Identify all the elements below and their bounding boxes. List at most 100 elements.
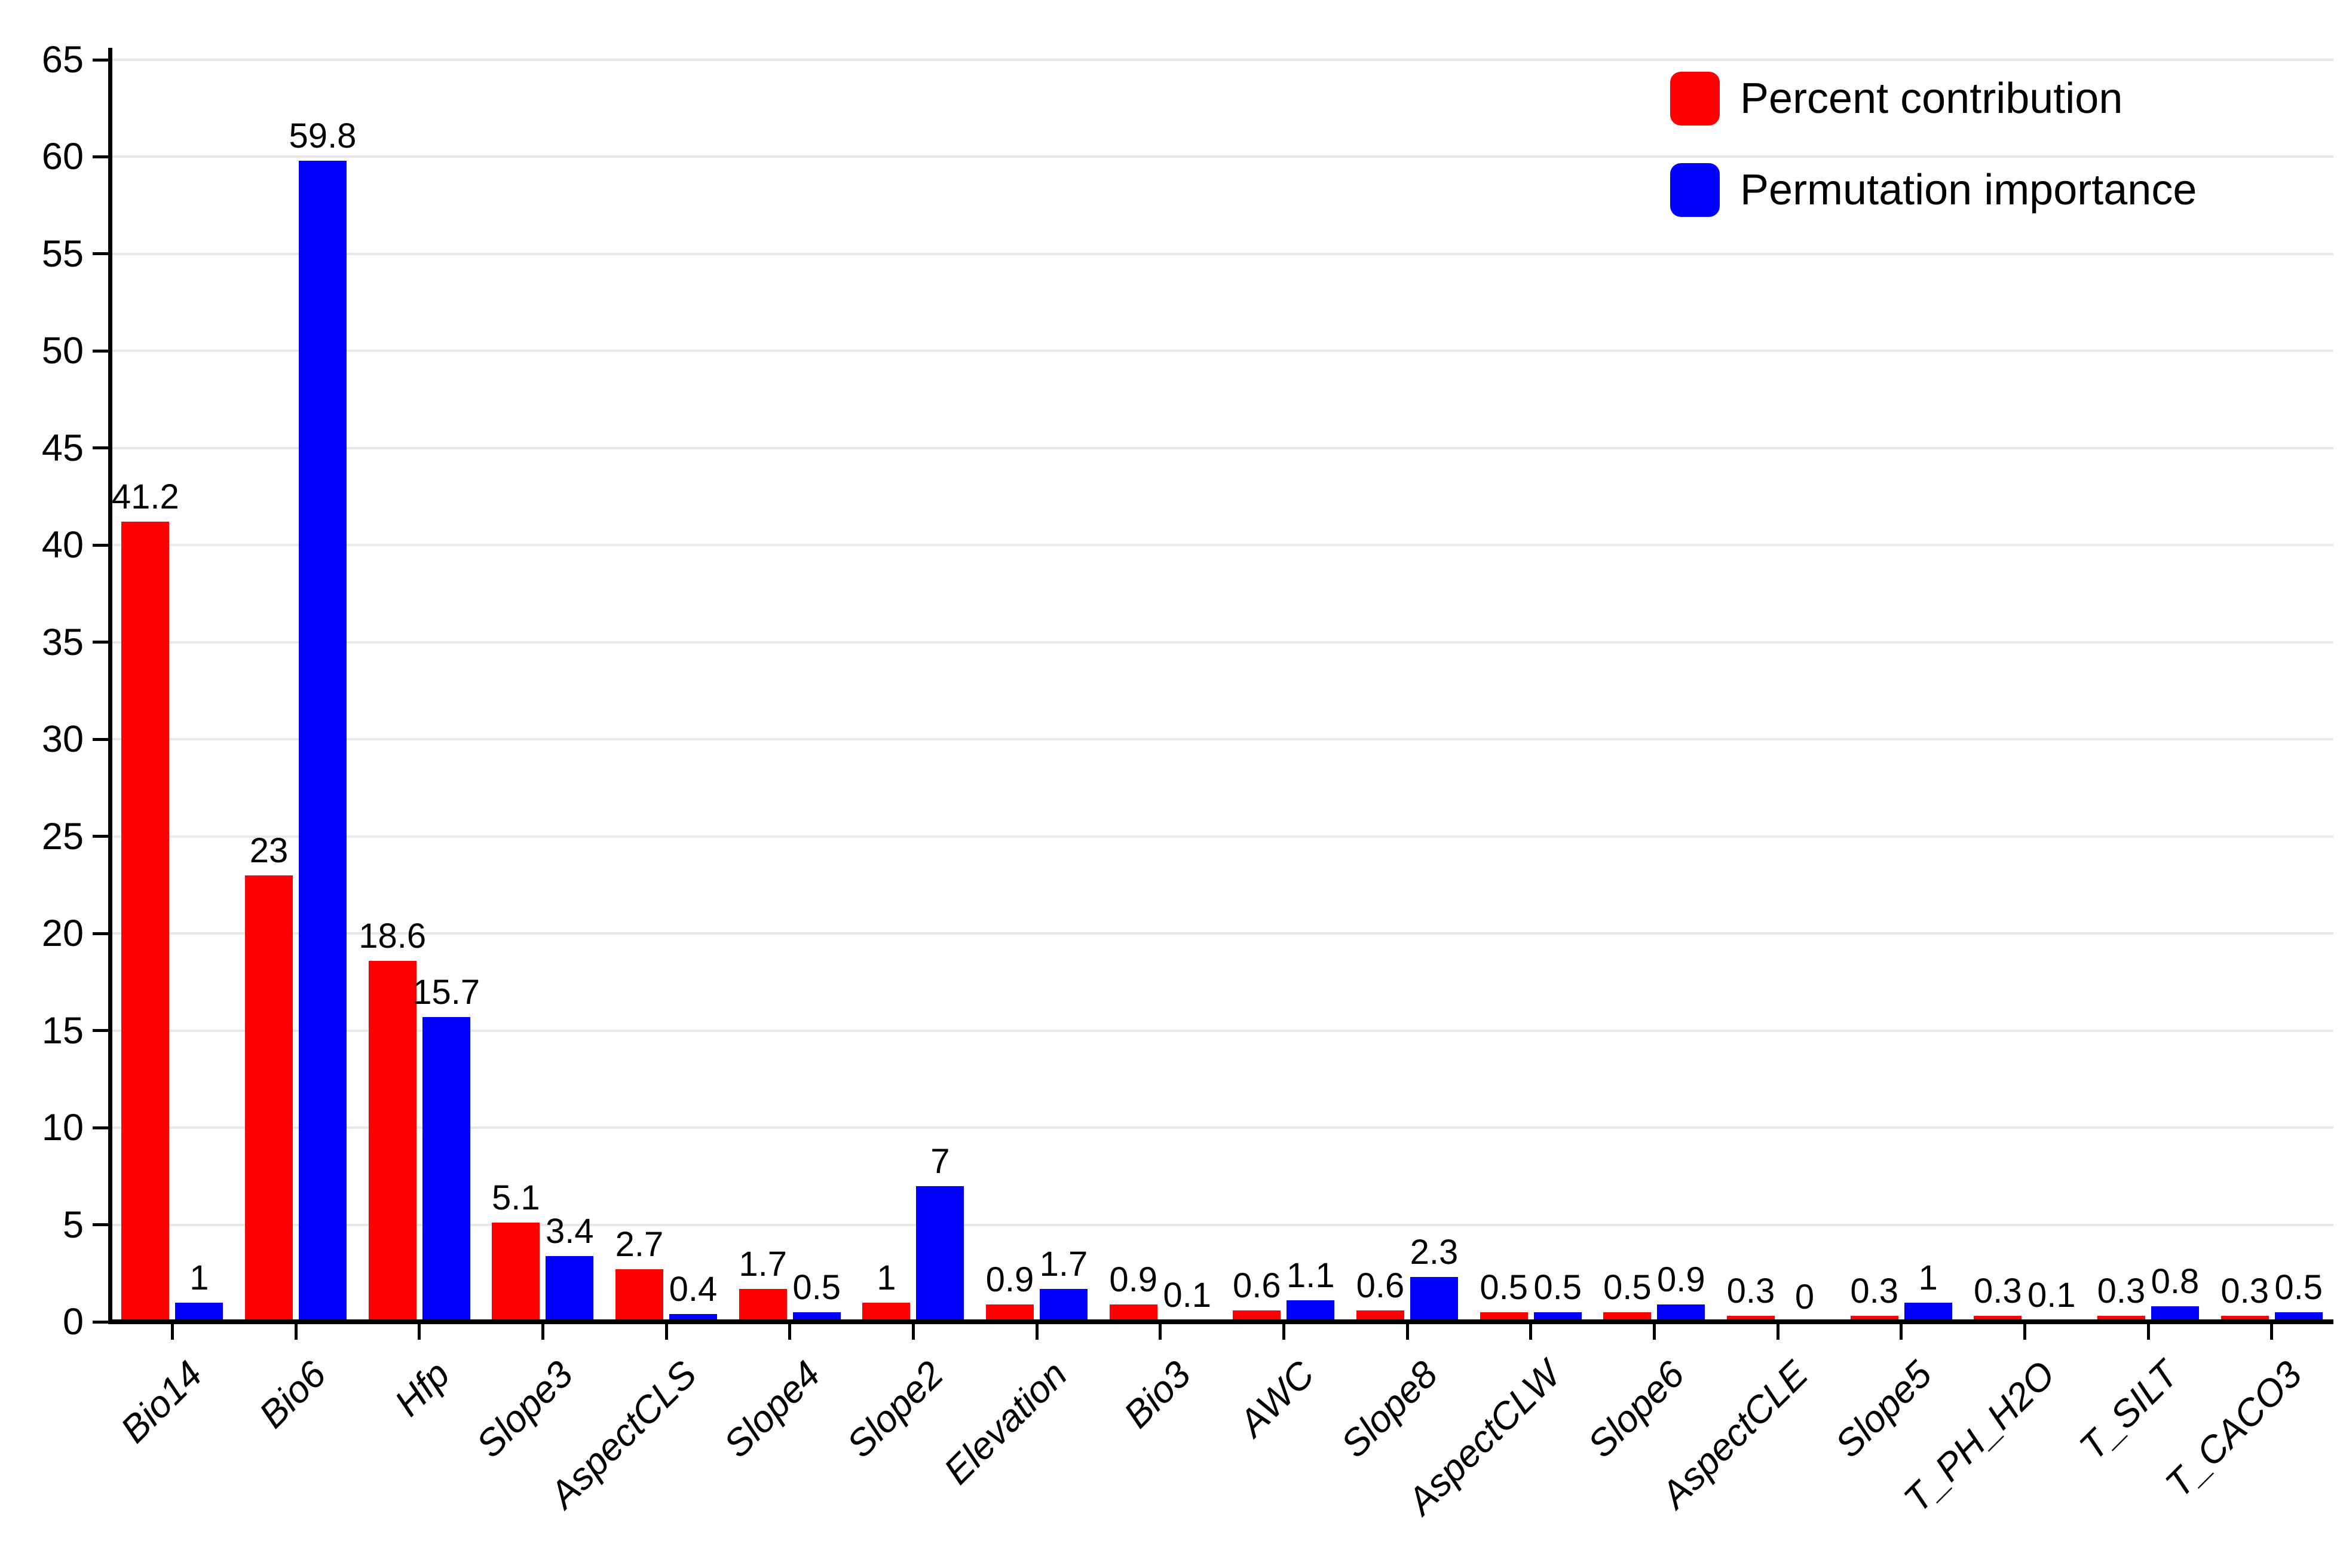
gridline-y-10: [111, 1126, 2333, 1129]
y-tick-40: [93, 543, 109, 547]
bar-percent-contribution-T_PH_H2O: [1974, 1316, 2022, 1322]
bar-permutation-importance-Slope6: [1657, 1304, 1705, 1322]
bar-value-label-permutation-importance-Slope6: 0.9: [1657, 1260, 1705, 1299]
gridline-y-40: [111, 544, 2333, 547]
y-tick-label-0: 0: [62, 1301, 84, 1343]
y-tick-label-25: 25: [41, 815, 84, 858]
y-tick-20: [93, 932, 109, 935]
y-tick-label-5: 5: [62, 1203, 84, 1246]
legend-label-permutation-importance: Permutation importance: [1740, 166, 2197, 214]
bar-percent-contribution-Bio3: [1109, 1304, 1157, 1322]
bar-value-label-permutation-importance-Bio14: 1: [189, 1258, 209, 1297]
y-tick-label-35: 35: [41, 621, 84, 663]
gridline-y-30: [111, 738, 2333, 741]
y-tick-35: [93, 641, 109, 644]
bar-value-label-percent-contribution-AspectCLE: 0.3: [1726, 1272, 1775, 1311]
x-tick-Hfp: [418, 1324, 421, 1340]
bar-value-label-permutation-importance-Slope3: 3.4: [546, 1211, 594, 1251]
x-tick-Elevation: [1035, 1324, 1039, 1340]
bar-percent-contribution-Elevation: [986, 1304, 1034, 1322]
x-category-label-Bio3: Bio3: [1116, 1353, 1199, 1437]
y-tick-label-55: 55: [41, 232, 84, 275]
gridline-y-25: [111, 835, 2333, 838]
bar-value-label-permutation-importance-Hfp: 15.7: [412, 972, 480, 1012]
x-tick-Slope2: [911, 1324, 915, 1340]
x-tick-Bio14: [170, 1324, 174, 1340]
bar-percent-contribution-T_SILT: [2097, 1316, 2145, 1322]
gridline-y-35: [111, 641, 2333, 644]
bar-permutation-importance-Slope8: [1410, 1277, 1458, 1322]
bar-permutation-importance-Slope2: [916, 1186, 964, 1322]
bar-value-label-percent-contribution-T_CACO3: 0.3: [2220, 1272, 2269, 1311]
bar-percent-contribution-Bio6: [245, 875, 293, 1322]
gridline-y-20: [111, 932, 2333, 935]
x-tick-Slope6: [1652, 1324, 1656, 1340]
y-tick-label-20: 20: [41, 912, 84, 955]
x-category-label-Slope6: Slope6: [1580, 1353, 1693, 1466]
bar-value-label-percent-contribution-T_SILT: 0.3: [2097, 1272, 2146, 1311]
x-category-label-Hfp: Hfp: [386, 1353, 458, 1425]
y-tick-label-40: 40: [41, 524, 84, 566]
bar-permutation-importance-Slope3: [546, 1255, 594, 1322]
gridline-y-5: [111, 1223, 2333, 1226]
bar-value-label-permutation-importance-AspectCLE: 0: [1794, 1278, 1815, 1316]
x-tick-Slope8: [1405, 1324, 1409, 1340]
legend-item-percent-contribution: Percent contribution: [1670, 72, 2122, 125]
x-category-label-Elevation: Elevation: [936, 1353, 1076, 1493]
bar-value-label-percent-contribution-Hfp: 18.6: [359, 916, 427, 956]
bar-percent-contribution-Hfp: [368, 960, 416, 1322]
bar-percent-contribution-AspectCLE: [1727, 1316, 1775, 1322]
legend-label-percent-contribution: Percent contribution: [1740, 75, 2123, 122]
y-axis-line: [108, 48, 112, 1324]
y-tick-0: [93, 1320, 109, 1324]
x-tick-T_SILT: [2146, 1324, 2150, 1340]
bar-permutation-importance-AWC: [1287, 1300, 1335, 1322]
y-tick-25: [93, 835, 109, 838]
x-tick-Bio6: [294, 1324, 298, 1340]
bar-value-label-permutation-importance-Slope8: 2.3: [1410, 1233, 1459, 1272]
bar-value-label-permutation-importance-T_SILT: 0.8: [2151, 1262, 2200, 1301]
x-category-label-Slope5: Slope5: [1827, 1353, 1940, 1466]
bar-percent-contribution-AWC: [1233, 1310, 1281, 1322]
bar-permutation-importance-Hfp: [422, 1016, 470, 1322]
bar-value-label-percent-contribution-Slope3: 5.1: [492, 1178, 540, 1218]
y-tick-30: [93, 737, 109, 741]
bar-value-label-percent-contribution-Bio6: 23: [249, 831, 289, 870]
bar-value-label-permutation-importance-T_CACO3: 0.5: [2274, 1267, 2323, 1307]
bar-value-label-percent-contribution-Elevation: 0.9: [985, 1260, 1034, 1299]
bar-value-label-permutation-importance-Bio3: 0.1: [1163, 1275, 1211, 1315]
x-tick-AWC: [1282, 1324, 1285, 1340]
bar-value-label-percent-contribution-Slope2: 1: [877, 1258, 896, 1297]
x-tick-T_PH_H2O: [2023, 1324, 2026, 1340]
bar-percent-contribution-Slope3: [492, 1223, 540, 1322]
legend-item-permutation-importance: Permutation importance: [1670, 163, 2197, 217]
bar-value-label-percent-contribution-Bio3: 0.9: [1109, 1260, 1157, 1299]
bar-value-label-percent-contribution-AspectCLS: 2.7: [615, 1225, 664, 1264]
x-tick-Slope5: [1900, 1324, 1903, 1340]
x-category-label-T_SILT: T_SILT: [2071, 1353, 2187, 1468]
y-tick-5: [93, 1223, 109, 1227]
bar-value-label-percent-contribution-Bio14: 41.2: [111, 477, 179, 517]
bar-permutation-importance-AspectCLW: [1533, 1312, 1582, 1322]
x-tick-AspectCLE: [1776, 1324, 1779, 1340]
y-tick-label-15: 15: [41, 1009, 84, 1052]
gridline-y-45: [111, 446, 2333, 449]
plot-area: 41.2 1 23 59.8 18.6 15.7 5.1 3.4 2.7 0.4 1.7 0.5 1 7 0…: [111, 59, 2333, 1322]
bar-percent-contribution-AspectCLS: [615, 1269, 663, 1322]
bar-permutation-importance-T_SILT: [2151, 1306, 2199, 1322]
x-tick-Slope3: [541, 1324, 544, 1340]
bar-value-label-permutation-importance-Slope5: 1: [1918, 1258, 1938, 1297]
bar-permutation-importance-T_CACO3: [2274, 1312, 2323, 1322]
x-tick-Slope4: [788, 1324, 792, 1340]
bar-value-label-permutation-importance-Bio6: 59.8: [289, 116, 357, 155]
x-tick-Bio3: [1159, 1324, 1162, 1340]
gridline-y-15: [111, 1029, 2333, 1032]
y-tick-label-30: 30: [41, 718, 84, 761]
x-category-label-AWC: AWC: [1230, 1353, 1322, 1445]
y-tick-60: [93, 155, 109, 158]
bar-percent-contribution-T_CACO3: [2220, 1316, 2269, 1322]
bar-percent-contribution-Slope2: [862, 1302, 911, 1322]
y-tick-55: [93, 252, 109, 256]
x-tick-AspectCLW: [1529, 1324, 1533, 1340]
x-category-label-Bio14: Bio14: [112, 1353, 211, 1451]
